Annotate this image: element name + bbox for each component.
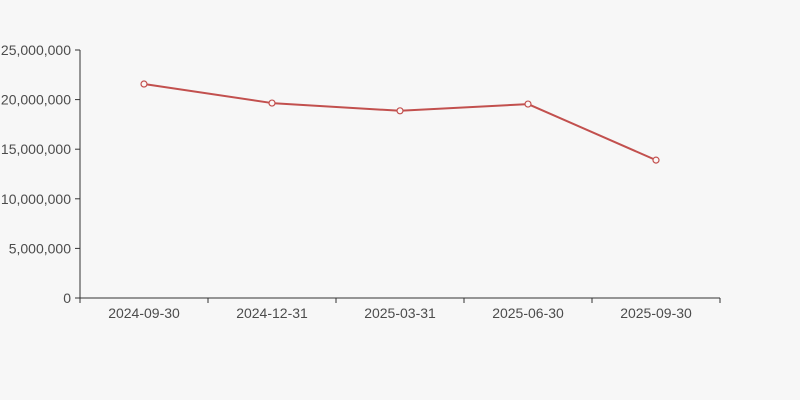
data-point-marker[interactable]	[524, 100, 532, 108]
x-axis-tick-label: 2025-03-31	[364, 305, 436, 321]
data-point-marker[interactable]	[396, 107, 404, 115]
y-axis-tick-label: 25,000,000	[1, 42, 71, 58]
y-axis-tick-label: 20,000,000	[1, 92, 71, 108]
y-axis-tick-label: 0	[63, 290, 71, 306]
x-axis-tick-label: 2024-12-31	[236, 305, 308, 321]
y-axis-tick-label: 15,000,000	[1, 141, 71, 157]
y-axis-tick-label: 10,000,000	[1, 191, 71, 207]
x-axis-tick-label: 2025-06-30	[492, 305, 564, 321]
y-axis-tick-label: 5,000,000	[9, 240, 71, 256]
x-axis-tick-label: 2024-09-30	[108, 305, 180, 321]
data-point-marker[interactable]	[652, 156, 660, 164]
data-point-marker[interactable]	[140, 80, 148, 88]
data-point-marker[interactable]	[268, 99, 276, 107]
x-axis-tick-label: 2025-09-30	[620, 305, 692, 321]
